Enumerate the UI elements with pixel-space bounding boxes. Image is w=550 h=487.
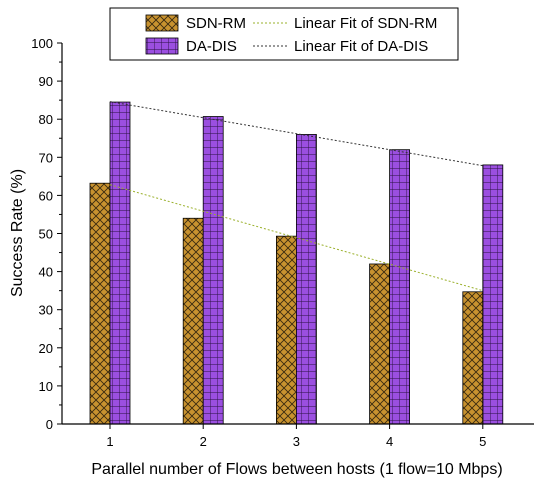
bar-sdn-rm-4 [369,263,391,425]
x-tick-label: 3 [293,434,300,449]
bar-sdn-rm-5 [462,291,484,425]
legend-label-fit-da-dis: Linear Fit of DA-DIS [294,38,428,55]
legend-swatch-da-dis [145,37,179,55]
x-tick-label: 2 [200,434,207,449]
y-tick-label: 10 [39,379,53,394]
bar-da-dis-2 [202,116,224,425]
bar-da-dis-1 [109,101,131,425]
fit-line-da-dis [109,101,483,167]
y-tick-label: 40 [39,265,53,280]
y-tick-label: 60 [39,188,53,203]
x-tick-label: 1 [106,434,113,449]
y-tick-label: 50 [39,227,53,242]
x-tick-label: 5 [479,434,486,449]
y-tick-label: 70 [39,150,53,165]
legend-label-fit-sdn-rm: Linear Fit of SDN-RM [294,15,437,32]
bar-sdn-rm-2 [182,217,204,425]
x-axis-title: Parallel number of Flows between hosts (… [91,461,502,478]
bar-da-dis-3 [295,134,317,425]
legend: SDN-RM Linear Fit of SDN-RM DA-DIS Linea… [109,7,459,61]
y-tick-label: 80 [39,112,53,127]
legend-label-da-dis: DA-DIS [186,38,237,55]
legend-label-sdn-rm: SDN-RM [186,15,246,32]
bar-sdn-rm-1 [89,182,111,425]
y-tick-label: 100 [31,36,53,51]
y-tick-label: 0 [46,417,53,432]
bar-da-dis-4 [389,149,411,425]
y-tick-label: 90 [39,74,53,89]
fit-line-sdn-rm [109,184,483,292]
bar-sdn-rm-3 [275,235,297,425]
y-tick-label: 20 [39,341,53,356]
y-axis-title: Success Rate (%) [9,169,26,297]
y-tick-label: 30 [39,303,53,318]
x-tick-label: 4 [386,434,393,449]
bar-da-dis-5 [482,164,504,425]
legend-swatch-sdn-rm [145,14,179,32]
